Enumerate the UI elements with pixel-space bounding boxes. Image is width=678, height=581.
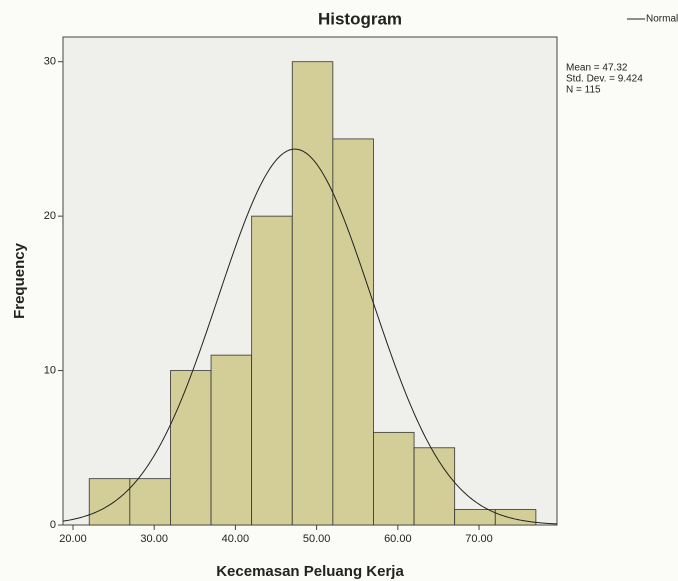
chart-title: Histogram [318, 9, 402, 28]
x-tick-label: 70.00 [465, 533, 493, 545]
x-tick-label: 40.00 [222, 533, 250, 545]
y-axis-label: Frequency [11, 242, 28, 319]
stat-text: N = 115 [566, 85, 601, 96]
y-tick-label: 30 [44, 56, 56, 68]
y-tick-label: 20 [44, 210, 56, 222]
stat-text: Mean = 47.32 [566, 63, 628, 74]
bar [292, 62, 333, 525]
x-tick-label: 60.00 [384, 533, 412, 545]
bar [495, 510, 536, 525]
x-axis-label: Kecemasan Peluang Kerja [216, 563, 404, 580]
bar [252, 216, 293, 525]
bar [130, 479, 171, 525]
bar [333, 139, 374, 525]
bar [89, 479, 130, 525]
chart: Histogram Kecemasan Peluang Kerja Freque… [0, 0, 678, 581]
x-tick-label: 20.00 [59, 533, 87, 545]
x-tick-label: 50.00 [303, 533, 331, 545]
bar [373, 432, 414, 525]
bar [170, 371, 211, 525]
bar [211, 355, 252, 525]
legend-label: Normal [646, 14, 678, 25]
x-tick-label: 30.00 [140, 533, 168, 545]
bar [414, 448, 455, 525]
y-tick-label: 0 [50, 519, 56, 531]
bar [455, 510, 496, 525]
stat-text: Std. Dev. = 9.424 [566, 74, 643, 85]
y-tick-label: 10 [44, 364, 56, 376]
